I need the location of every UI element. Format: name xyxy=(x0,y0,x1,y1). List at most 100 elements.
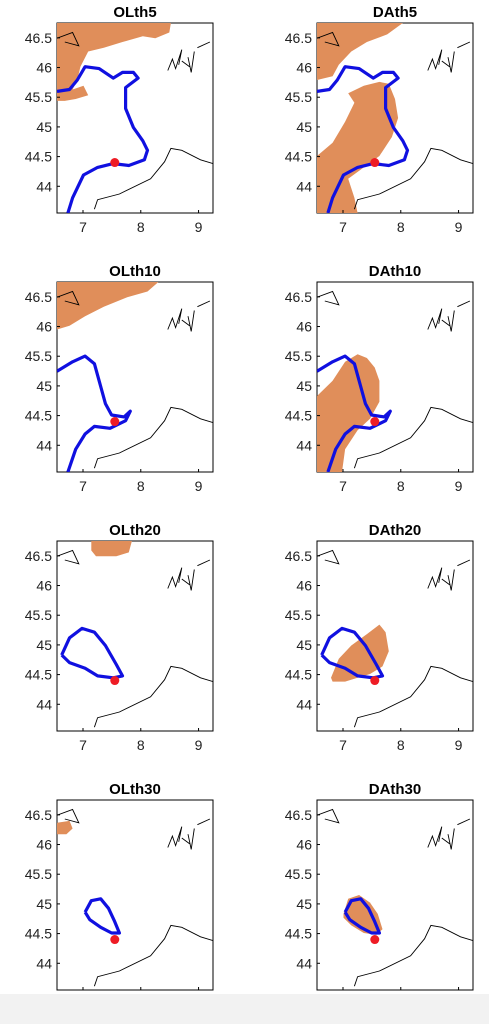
reference-contour xyxy=(343,897,381,935)
y-tick-label: 45 xyxy=(36,378,52,394)
y-tick-label: 44.5 xyxy=(25,926,52,942)
y-tick-label: 44.5 xyxy=(25,149,52,165)
y-tick-label: 46 xyxy=(296,319,312,335)
reference-contour xyxy=(57,65,150,213)
y-tick-label: 44.5 xyxy=(25,667,52,683)
lake-outline xyxy=(181,578,190,586)
y-tick-label: 45 xyxy=(36,896,52,912)
y-tick-label: 44.5 xyxy=(25,408,52,424)
panel-dath20: DAth20 7 8 9 44 44.5 45 45.5 46 46.5 xyxy=(285,522,474,753)
lake-outline xyxy=(441,60,450,68)
y-tick-label: 45.5 xyxy=(285,348,312,364)
reference-contour xyxy=(60,626,125,680)
y-tick-label: 46 xyxy=(296,60,312,76)
x-tick-label: 7 xyxy=(339,219,347,235)
y-tick-label: 44.5 xyxy=(285,408,312,424)
coastline xyxy=(93,147,213,210)
lake-outline xyxy=(441,837,450,845)
panel-title: DAth20 xyxy=(369,522,422,539)
probability-patch xyxy=(57,23,171,101)
x-tick-label: 7 xyxy=(79,737,87,753)
source-point xyxy=(110,676,120,686)
source-point xyxy=(370,676,380,686)
y-tick-label: 46.5 xyxy=(25,30,52,46)
source-point xyxy=(370,935,380,945)
lake-outline xyxy=(457,559,471,567)
coastline xyxy=(93,924,213,987)
lake-outline xyxy=(447,310,455,332)
x-tick-label: 7 xyxy=(339,737,347,753)
lake-outline xyxy=(181,60,190,68)
y-tick-label: 44 xyxy=(36,178,52,194)
lake-outline xyxy=(57,31,80,47)
source-point xyxy=(370,417,380,427)
reference-contour xyxy=(83,897,122,935)
panel-title: DAth5 xyxy=(373,4,417,21)
x-tick-label: 8 xyxy=(137,737,145,753)
plot-area xyxy=(317,23,473,213)
source-point xyxy=(110,417,120,427)
lake-outline xyxy=(167,567,183,589)
y-tick-label: 44 xyxy=(296,955,312,971)
lake-outline xyxy=(457,300,471,308)
source-point xyxy=(110,935,120,945)
x-tick-label: 7 xyxy=(79,478,87,494)
lake-outline xyxy=(167,826,183,848)
reference-contour xyxy=(57,354,132,472)
lake-outline xyxy=(447,51,455,73)
lake-outline xyxy=(317,31,340,47)
x-tick-label: 8 xyxy=(397,737,405,753)
lake-outline xyxy=(427,308,443,330)
probability-patch xyxy=(91,541,132,557)
x-tick-label: 9 xyxy=(195,737,203,753)
lake-outline xyxy=(427,826,443,848)
lake-outline xyxy=(187,828,195,850)
coastline xyxy=(353,924,473,987)
probability-patch xyxy=(317,354,380,472)
axes-frame xyxy=(316,799,474,991)
panel-dath5: DAth5 7 8 9 44 44.5 45 45.5 46 46.5 xyxy=(285,4,474,235)
lake-outline xyxy=(447,828,455,850)
reference-contour xyxy=(317,65,410,213)
y-tick-label: 46.5 xyxy=(285,30,312,46)
panel-olth20: OLth20 7 8 9 44 44.5 45 45.5 46 46.5 xyxy=(25,522,214,753)
y-tick-label: 46.5 xyxy=(25,807,52,823)
plot-area xyxy=(57,808,213,987)
panel-olth5: OLth5 7 8 9 44 44.5 45 45.5 46 46.5 xyxy=(25,4,214,235)
plot-area xyxy=(57,23,213,213)
lake-outline xyxy=(441,319,450,327)
plot-area xyxy=(317,549,473,728)
y-tick-label: 45.5 xyxy=(25,866,52,882)
y-tick-label: 44 xyxy=(296,178,312,194)
x-tick-label: 7 xyxy=(339,478,347,494)
y-tick-label: 46.5 xyxy=(285,289,312,305)
axes-frame xyxy=(316,540,474,732)
y-tick-label: 45.5 xyxy=(285,607,312,623)
lake-outline xyxy=(427,49,443,71)
lake-outline xyxy=(197,559,211,567)
lake-outline xyxy=(457,818,471,826)
lake-outline xyxy=(57,808,80,824)
coastline xyxy=(353,406,473,469)
panel-title: OLth30 xyxy=(109,781,161,798)
axes-frame xyxy=(56,799,214,991)
x-tick-label: 9 xyxy=(455,478,463,494)
y-tick-label: 46.5 xyxy=(285,807,312,823)
y-tick-label: 45 xyxy=(296,119,312,135)
x-tick-label: 8 xyxy=(137,219,145,235)
probability-patch xyxy=(57,820,73,835)
lake-outline xyxy=(57,290,80,306)
lake-outline xyxy=(181,319,190,327)
lake-outline xyxy=(317,290,340,306)
y-tick-label: 45.5 xyxy=(285,866,312,882)
x-tick-label: 9 xyxy=(455,219,463,235)
lake-outline xyxy=(447,569,455,591)
source-point xyxy=(370,158,380,168)
coastline xyxy=(353,147,473,210)
x-tick-label: 9 xyxy=(195,478,203,494)
y-tick-label: 45 xyxy=(296,637,312,653)
x-tick-label: 8 xyxy=(397,478,405,494)
y-tick-label: 46 xyxy=(36,319,52,335)
